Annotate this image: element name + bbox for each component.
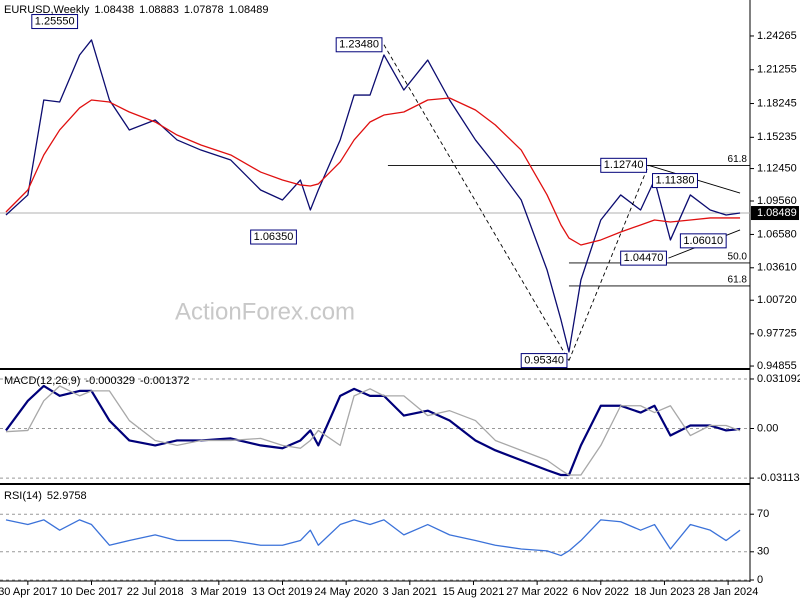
annotation: 1.04470 — [620, 250, 667, 266]
series-line — [5, 385, 741, 476]
series-line — [5, 97, 741, 246]
annotation-box — [600, 157, 648, 173]
y-tick-label: 1.06580 — [757, 228, 797, 240]
header-value: -0.001372 — [140, 375, 190, 387]
annotation-box — [335, 37, 383, 53]
annotation: 1.06010 — [679, 233, 727, 249]
y-tick-label: 0.00 — [757, 422, 778, 434]
x-tick-label: 22 Jul 2018 — [127, 586, 184, 598]
annotation-label: 1.12740 — [604, 159, 644, 171]
y-tick-label: 0.97725 — [757, 328, 797, 340]
panel-title: RSI(14) — [4, 490, 42, 502]
panel-header: EURUSD,Weekly 1.08438 1.08883 1.07878 1.0848… — [4, 4, 268, 16]
x-tick-label: 13 Oct 2019 — [253, 586, 313, 598]
annotation: 1.25550 — [31, 14, 79, 30]
y-tick-label: 1.09560 — [757, 195, 797, 207]
trendline — [383, 44, 570, 361]
annotation: 1.23480 — [335, 37, 383, 53]
last-price-label: 1.08489 — [757, 207, 797, 219]
annotation: 0.95340 — [520, 353, 568, 369]
annotation: 1.12740 — [600, 157, 648, 173]
header-value: 1.08438 — [94, 4, 134, 16]
header-value: 1.07878 — [184, 4, 224, 16]
fib-label: 61.8 — [728, 275, 748, 286]
y-tick-label: 0.031092 — [757, 373, 800, 385]
annotation-box — [31, 14, 79, 30]
fib-label: 61.8 — [728, 154, 748, 165]
header-value: 52.9758 — [47, 490, 87, 502]
annotation-label: 1.11380 — [656, 174, 695, 186]
x-tick-label: 27 Mar 2022 — [506, 586, 568, 598]
header-value: 1.08489 — [229, 4, 269, 16]
annotation-label: 1.04470 — [624, 252, 664, 264]
annotation-label: 1.23480 — [339, 39, 379, 51]
y-tick-label: -0.031134 — [757, 472, 800, 484]
annotation-box — [250, 229, 297, 245]
x-tick-label: 28 Jan 2024 — [698, 586, 759, 598]
x-tick-label: 18 Jun 2023 — [634, 586, 695, 598]
trendline — [568, 165, 649, 361]
annotation-label: 1.06010 — [683, 235, 723, 247]
y-tick-label: 1.24265 — [757, 30, 797, 42]
annotation-box — [620, 250, 667, 266]
y-tick-label: 1.21255 — [757, 64, 797, 76]
x-tick-label: 3 Mar 2019 — [191, 586, 247, 598]
annotation-box — [679, 233, 727, 249]
annotation-label: 1.25550 — [35, 15, 75, 27]
y-tick-label: 0.94855 — [757, 360, 797, 372]
x-tick-label: 3 Jan 2021 — [383, 586, 437, 598]
y-tick-label: 1.12450 — [757, 162, 797, 174]
annotation: 1.06350 — [250, 229, 297, 245]
y-tick-label: 1.15235 — [757, 131, 797, 143]
y-tick-label: 30 — [757, 546, 769, 558]
annotation-label: 1.06350 — [254, 231, 294, 243]
header-value: -0.000329 — [85, 375, 135, 387]
panel-header: RSI(14) 52.9758 — [4, 490, 87, 502]
x-tick-label: 10 Dec 2017 — [60, 586, 122, 598]
y-tick-label: 70 — [757, 508, 769, 520]
annotation-box — [652, 173, 698, 189]
header-value: 1.08883 — [139, 4, 179, 16]
annotation-box — [520, 353, 568, 369]
watermark: ActionForex.com — [175, 298, 355, 325]
last-price-box — [751, 206, 799, 221]
y-tick-label: 1.18245 — [757, 97, 797, 109]
x-tick-label: 15 Aug 2021 — [443, 586, 505, 598]
series-line — [5, 519, 741, 557]
x-tick-label: 6 Nov 2022 — [573, 586, 629, 598]
panel-title: EURUSD,Weekly — [4, 4, 90, 16]
x-tick-label: 30 Apr 2017 — [0, 586, 58, 598]
series-line — [5, 384, 741, 477]
annotation-label: 0.95340 — [524, 354, 564, 366]
y-tick-label: 0 — [757, 574, 763, 586]
fib-label: 50.0 — [728, 252, 748, 263]
panel-header: MACD(12,26,9) -0.000329 -0.001372 — [4, 375, 190, 387]
annotation: 1.11380 — [652, 173, 698, 189]
series-line — [5, 39, 741, 353]
x-tick-label: 24 May 2020 — [314, 586, 378, 598]
y-tick-label: 1.00720 — [757, 294, 797, 306]
y-tick-label: 1.03610 — [757, 262, 797, 274]
panel-title: MACD(12,26,9) — [4, 375, 80, 387]
